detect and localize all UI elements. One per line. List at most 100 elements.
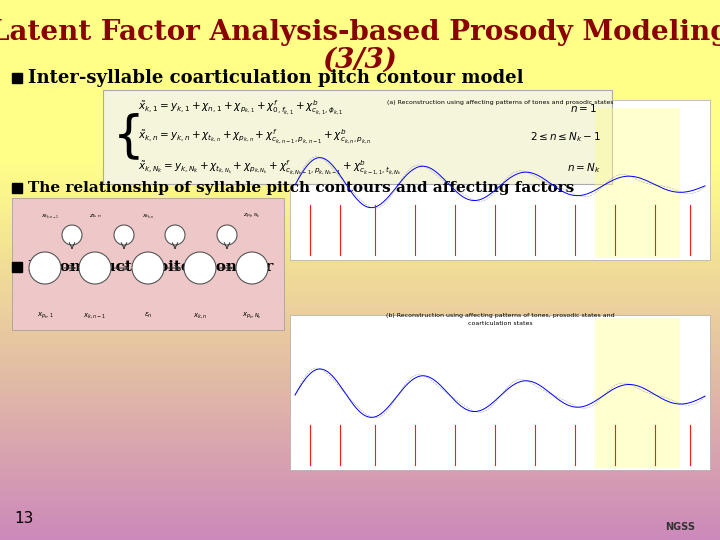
- Bar: [0, 349, 720, 353]
- Text: $x_{k,n}$: $x_{k,n}$: [193, 312, 207, 320]
- Bar: [0, 230, 720, 233]
- Bar: [0, 521, 720, 525]
- Bar: [0, 389, 720, 393]
- Text: $x_{p_k,N_k}$: $x_{p_k,N_k}$: [242, 311, 262, 321]
- Bar: [0, 0, 720, 160]
- Bar: [0, 463, 720, 467]
- Bar: [0, 486, 720, 489]
- Bar: [0, 384, 720, 388]
- FancyBboxPatch shape: [103, 90, 612, 184]
- Bar: [290, 100, 710, 260]
- Bar: [0, 245, 720, 248]
- Bar: [0, 291, 720, 294]
- Bar: [0, 364, 720, 368]
- Bar: [0, 420, 720, 423]
- Bar: [0, 164, 720, 167]
- Text: 13: 13: [14, 511, 33, 526]
- Bar: [0, 161, 720, 165]
- Bar: [0, 516, 720, 519]
- Bar: [0, 397, 720, 401]
- Bar: [0, 197, 720, 200]
- Text: The relationship of syllable pitch contours and affecting factors: The relationship of syllable pitch conto…: [28, 181, 575, 195]
- Bar: [0, 308, 720, 312]
- Bar: [0, 301, 720, 305]
- Bar: [0, 220, 720, 224]
- Text: NGSS: NGSS: [665, 522, 695, 532]
- Text: $\tilde{x}_{k,N_k} = y_{k,N_k} + \chi_{t_{k,N_k}} + \chi_{p_{k,N_k}} + \chi^f_{c: $\tilde{x}_{k,N_k} = y_{k,N_k} + \chi_{t…: [138, 159, 402, 178]
- Bar: [0, 268, 720, 272]
- Bar: [0, 240, 720, 244]
- Text: $2 \leq n \leq N_k - 1$: $2 \leq n \leq N_k - 1$: [530, 130, 601, 144]
- Bar: [0, 430, 720, 434]
- Bar: [0, 182, 720, 185]
- Text: (b) Reconstruction using affecting patterns of tones, prosodic states and: (b) Reconstruction using affecting patte…: [386, 313, 614, 318]
- Bar: [0, 159, 720, 163]
- Bar: [0, 440, 720, 444]
- Bar: [0, 172, 720, 175]
- Bar: [0, 509, 720, 512]
- Bar: [0, 296, 720, 299]
- Text: $\{$: $\{$: [112, 112, 140, 163]
- Bar: [0, 526, 720, 530]
- Bar: [0, 167, 720, 170]
- Bar: [0, 382, 720, 386]
- Bar: [0, 202, 720, 206]
- Bar: [0, 225, 720, 228]
- Text: (a) Reconstruction using affecting patterns of tones and prosodic states: (a) Reconstruction using affecting patte…: [387, 100, 613, 105]
- Bar: [0, 263, 720, 266]
- Text: Reconstructed pitch contour: Reconstructed pitch contour: [28, 260, 274, 274]
- Circle shape: [62, 225, 82, 245]
- Bar: [0, 511, 720, 515]
- Bar: [0, 169, 720, 173]
- Bar: [0, 402, 720, 406]
- Bar: [0, 288, 720, 292]
- Bar: [0, 316, 720, 320]
- Bar: [0, 187, 720, 191]
- Text: (3/3): (3/3): [323, 46, 397, 73]
- Bar: [0, 331, 720, 335]
- Text: $\tilde{x}_{k,1} = y_{k,1} + \chi_{n,1} + \chi_{p_{k,1}} + \chi^f_{0,f_{k,1}} + : $\tilde{x}_{k,1} = y_{k,1} + \chi_{n,1} …: [138, 99, 344, 117]
- Bar: [0, 227, 720, 231]
- Bar: [0, 329, 720, 332]
- Bar: [12, 73, 22, 83]
- Bar: [0, 395, 720, 398]
- Bar: [0, 415, 720, 419]
- Bar: [0, 450, 720, 454]
- Circle shape: [29, 252, 61, 284]
- Bar: [0, 303, 720, 307]
- Bar: [0, 253, 720, 256]
- Bar: [0, 506, 720, 510]
- Bar: [0, 455, 720, 459]
- Bar: [0, 293, 720, 297]
- Bar: [0, 339, 720, 342]
- Bar: [0, 352, 720, 355]
- Bar: [0, 255, 720, 259]
- Bar: [0, 275, 720, 279]
- Bar: [0, 478, 720, 482]
- Bar: [0, 400, 720, 403]
- Bar: [0, 334, 720, 338]
- Bar: [0, 435, 720, 438]
- Bar: [0, 210, 720, 213]
- Bar: [0, 248, 720, 251]
- Bar: [0, 380, 720, 383]
- Bar: [0, 433, 720, 436]
- Bar: [0, 534, 720, 537]
- Bar: [12, 183, 22, 193]
- Bar: [0, 347, 720, 350]
- Bar: [0, 321, 720, 325]
- Bar: [0, 336, 720, 340]
- Text: $\tilde{x}_{k,n} = y_{k,n} + \chi_{t_{k,n}} + \chi_{p_{k,n}} + \chi^f_{c_{k,n-1}: $\tilde{x}_{k,n} = y_{k,n} + \chi_{t_{k,…: [138, 128, 372, 146]
- Bar: [0, 465, 720, 469]
- Bar: [0, 458, 720, 462]
- Bar: [0, 461, 720, 464]
- Bar: [0, 232, 720, 236]
- Bar: [0, 519, 720, 522]
- Bar: [0, 311, 720, 314]
- Bar: [0, 501, 720, 504]
- Bar: [0, 200, 720, 203]
- Bar: [0, 531, 720, 535]
- Text: $x_{t_{k,n-1}}$: $x_{t_{k,n-1}}$: [41, 212, 59, 220]
- Bar: [0, 238, 720, 241]
- Bar: [0, 417, 720, 421]
